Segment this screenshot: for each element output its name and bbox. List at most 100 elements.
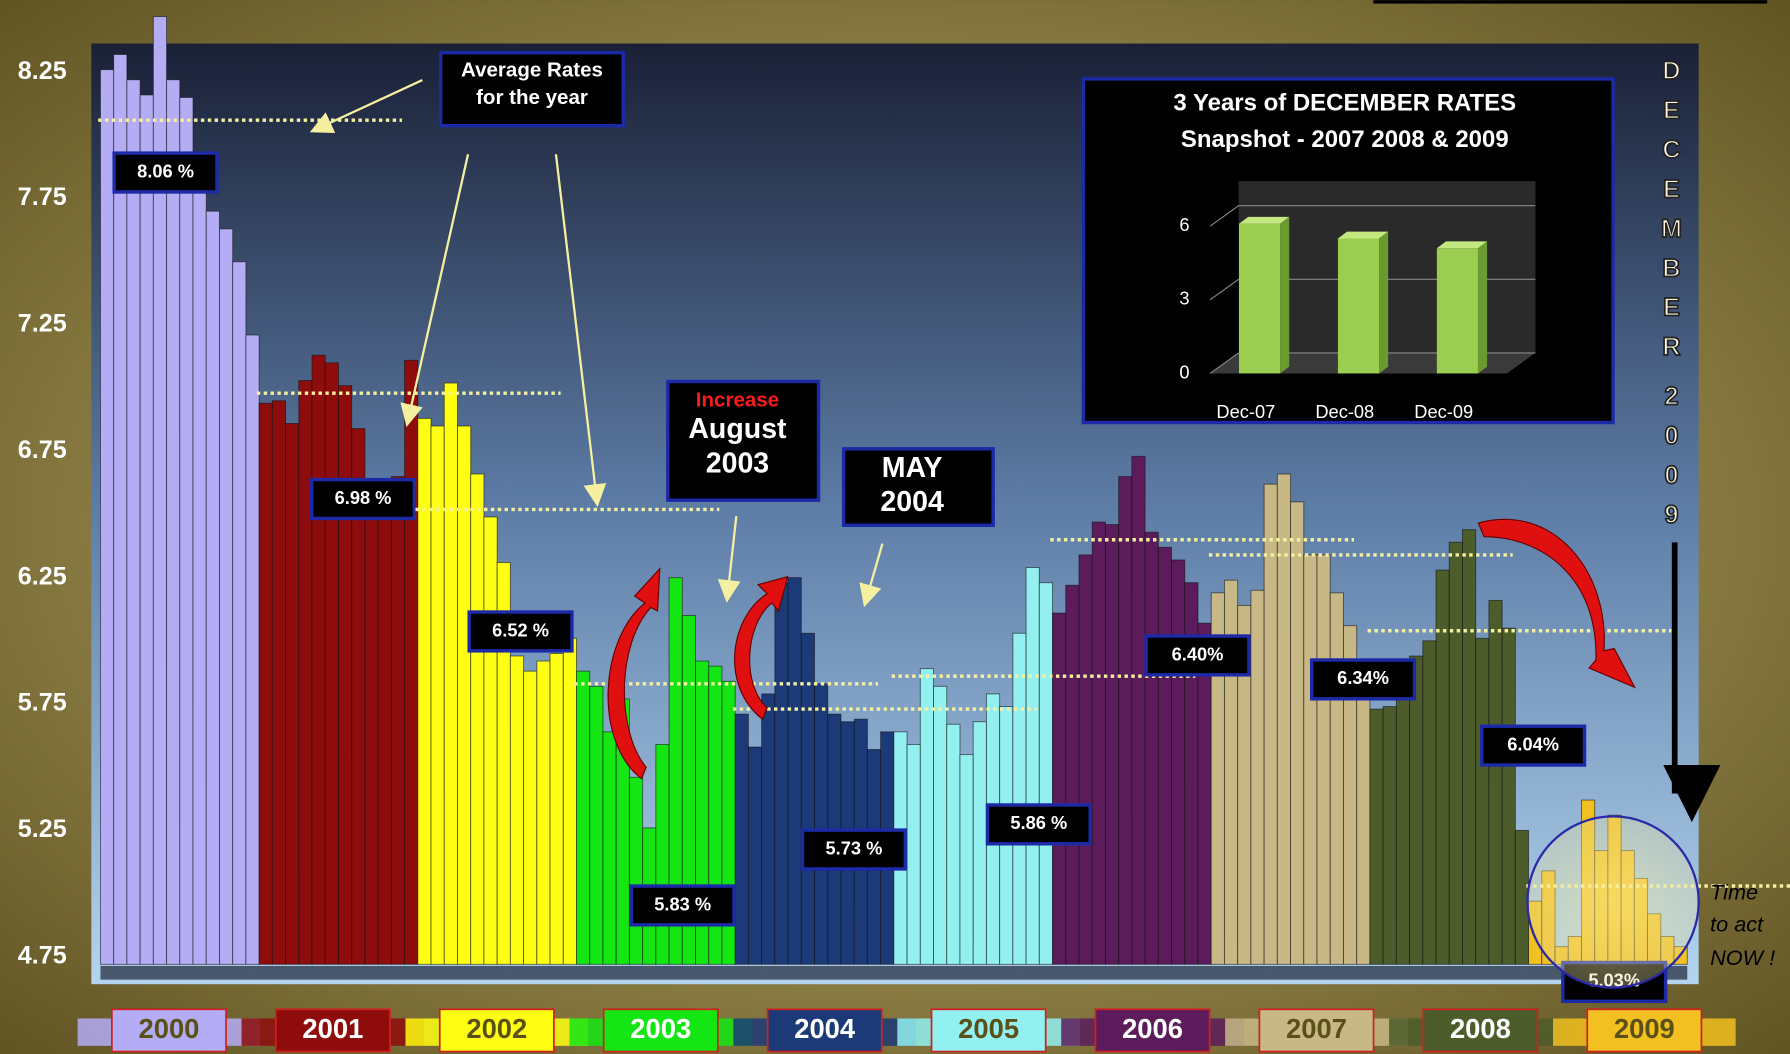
average-box xyxy=(309,477,417,521)
note: Increase xyxy=(696,388,779,411)
bar xyxy=(1422,640,1437,965)
bar xyxy=(1078,554,1093,965)
vertical-note: DECEMBER xyxy=(1657,57,1685,372)
bar xyxy=(457,425,472,965)
y-tick-label: 5.75 xyxy=(18,689,67,717)
bar xyxy=(1488,599,1503,965)
bar xyxy=(523,670,538,965)
note-box xyxy=(438,50,626,128)
bar xyxy=(1409,655,1424,965)
bar xyxy=(1290,501,1305,965)
average-label: 6.98 % xyxy=(335,487,392,508)
bar xyxy=(1091,521,1106,965)
bar xyxy=(536,660,551,965)
inset-bar-top xyxy=(1337,231,1389,239)
legend-box xyxy=(1422,1008,1539,1053)
note-box xyxy=(841,447,995,527)
note: Average Rates xyxy=(461,58,603,81)
average-box xyxy=(800,828,907,871)
average-box xyxy=(112,151,219,194)
inset-bar xyxy=(1337,238,1380,374)
y-tick-label: 8.25 xyxy=(18,57,67,85)
bar xyxy=(258,402,273,965)
bar xyxy=(589,685,604,965)
legend: 2000 2001 2002 2003 2004 2005 2006 2007 2008 2009 xyxy=(77,1008,1736,1053)
inset-bar-top xyxy=(1238,216,1290,224)
bar xyxy=(192,167,207,965)
bar xyxy=(1356,695,1371,965)
legend-box xyxy=(1258,1008,1375,1053)
zoom-lens xyxy=(1526,815,1700,989)
bar xyxy=(1329,592,1344,965)
legend-label: 2008 xyxy=(1450,1013,1511,1044)
y-axis: 4.75 5.25 5.75 6.25 6.75 7.25 7.75 8.25 xyxy=(18,57,67,970)
bar xyxy=(1012,632,1027,965)
inset-grid-line xyxy=(1209,205,1536,227)
y-tick-label: 7.75 xyxy=(18,183,67,211)
inset-chart: 3 Years of DECEMBER RATES Snapshot - 200… xyxy=(1081,77,1615,425)
inset-bar-top xyxy=(1436,241,1488,249)
bar xyxy=(562,637,577,965)
inset-bar xyxy=(1436,248,1478,374)
bar xyxy=(1038,582,1053,965)
bar xyxy=(814,683,829,965)
note-box xyxy=(666,379,821,502)
note: to act xyxy=(1710,912,1764,937)
bar xyxy=(364,478,379,965)
average-box xyxy=(629,884,736,927)
legend-box xyxy=(1094,1008,1211,1053)
legend-label: 2002 xyxy=(466,1013,527,1044)
bar xyxy=(139,94,154,965)
bar xyxy=(655,744,670,965)
vertical-note: 2009 xyxy=(1657,383,1685,541)
bar xyxy=(324,362,339,965)
bar xyxy=(747,746,763,965)
legend-label: 2006 xyxy=(1122,1013,1183,1044)
bar xyxy=(959,754,974,965)
bar xyxy=(285,423,300,965)
average-box xyxy=(985,803,1092,846)
bar xyxy=(100,69,115,965)
inset-x-tick-label: Dec-09 xyxy=(1414,401,1473,422)
bar xyxy=(179,97,194,965)
bar xyxy=(245,334,260,965)
bar xyxy=(205,210,220,965)
inset-grid-line xyxy=(1209,278,1536,301)
inset-x-tick-label: Dec-07 xyxy=(1216,401,1275,422)
inset-subtitle: Snapshot - 2007 2008 & 2009 xyxy=(1181,126,1509,153)
note: Time xyxy=(1710,880,1758,905)
bar xyxy=(126,79,141,965)
average-box xyxy=(1144,634,1251,677)
inset-title: 3 Years of DECEMBER RATES xyxy=(1173,89,1516,116)
bar xyxy=(1118,476,1133,965)
average-label: 5.73 % xyxy=(825,837,882,858)
average-label: 5.83 % xyxy=(654,893,711,914)
inset-x-tick-label: Dec-08 xyxy=(1315,401,1374,422)
bar xyxy=(1104,524,1120,965)
average-box xyxy=(467,610,574,653)
legend-label: 2001 xyxy=(302,1013,363,1044)
bar xyxy=(1065,584,1080,965)
average-label: 6.04% xyxy=(1507,733,1559,754)
bar xyxy=(1395,690,1411,965)
bar xyxy=(404,359,419,965)
bar xyxy=(1276,473,1292,965)
note: MAY xyxy=(882,452,943,484)
bar xyxy=(219,228,234,965)
average-label: 5.86 % xyxy=(1010,812,1067,833)
y-tick-label: 7.25 xyxy=(18,310,67,338)
average-box xyxy=(1480,724,1587,767)
bar xyxy=(602,731,617,965)
inset-bar-side xyxy=(1477,241,1488,374)
bar xyxy=(972,721,987,965)
note: 2004 xyxy=(880,486,944,518)
bar xyxy=(933,685,948,965)
legend-box xyxy=(602,1008,719,1053)
bar xyxy=(946,723,961,965)
bar xyxy=(338,385,353,965)
bar xyxy=(734,713,749,965)
bar xyxy=(417,417,432,965)
bar xyxy=(1025,567,1040,965)
bar xyxy=(549,653,564,965)
